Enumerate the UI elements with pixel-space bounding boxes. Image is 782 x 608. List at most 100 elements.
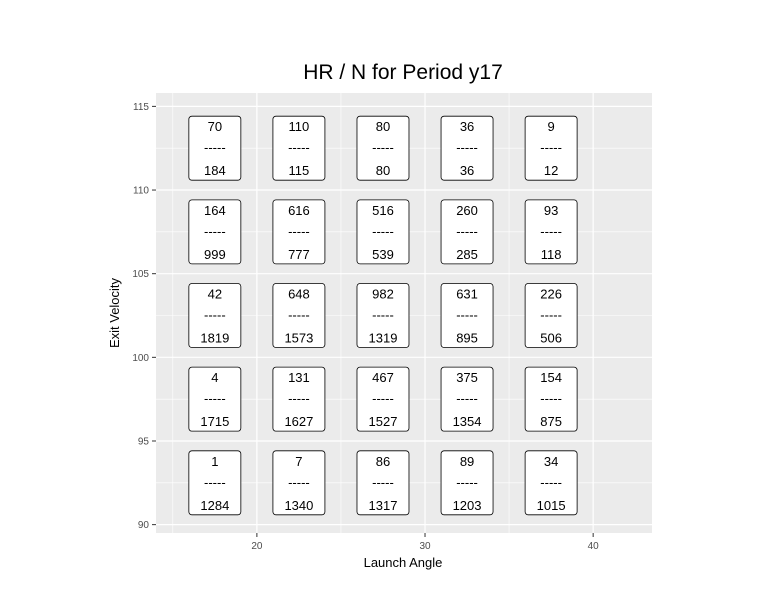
cell-separator: ----- xyxy=(456,224,478,239)
cell-separator: ----- xyxy=(288,475,310,490)
cell-box xyxy=(272,199,326,265)
cell-separator: ----- xyxy=(372,308,394,323)
cell-hr-value: 4 xyxy=(211,370,218,385)
cell-label: 516 ----- 539 xyxy=(356,199,410,265)
cell-n-value: 1573 xyxy=(284,331,313,346)
cell-separator: ----- xyxy=(288,391,310,406)
cell-hr-value: 42 xyxy=(208,287,222,302)
cell-box xyxy=(272,115,326,181)
cell-n-value: 539 xyxy=(372,247,394,262)
cell-hr-value: 9 xyxy=(548,119,555,134)
cell-separator: ----- xyxy=(456,308,478,323)
y-tick-label: 95 xyxy=(138,436,150,447)
cell-box xyxy=(356,115,410,181)
cell-label: 70 ----- 184 xyxy=(188,115,242,181)
cell-label: 154 ----- 875 xyxy=(524,366,578,432)
cell-n-value: 1015 xyxy=(537,498,566,513)
cell-n-value: 999 xyxy=(204,247,226,262)
cell-n-value: 1203 xyxy=(453,498,482,513)
cell-label: 982 ----- 1319 xyxy=(356,283,410,348)
cell-hr-value: 260 xyxy=(456,203,478,218)
cell-n-value: 1715 xyxy=(200,414,229,429)
cell-box xyxy=(440,283,494,348)
cell-box xyxy=(188,199,242,265)
cell-label: 42 ----- 1819 xyxy=(188,283,242,348)
cell-n-value: 1284 xyxy=(200,498,229,513)
cell-label: 36 ----- 36 xyxy=(440,115,494,181)
cell-separator: ----- xyxy=(540,391,562,406)
cell-box xyxy=(524,366,578,432)
cell-hr-value: 516 xyxy=(372,203,394,218)
y-axis-title: Exit Velocity xyxy=(107,277,122,348)
cell-hr-value: 131 xyxy=(288,370,310,385)
cell-hr-value: 982 xyxy=(372,287,394,302)
cell-box xyxy=(440,450,494,516)
cell-box xyxy=(356,283,410,348)
cell-hr-value: 70 xyxy=(208,119,222,134)
cell-n-value: 777 xyxy=(288,247,310,262)
axis-ticks: 20 30 40 90 95 100 105 110 115 xyxy=(132,102,599,552)
cell-n-value: 1340 xyxy=(284,498,313,513)
cell-separator: ----- xyxy=(372,391,394,406)
cell-separator: ----- xyxy=(540,308,562,323)
cell-separator: ----- xyxy=(372,140,394,155)
y-tick-label: 110 xyxy=(133,186,149,197)
cell-hr-value: 80 xyxy=(376,119,390,134)
cell-label: 89 ----- 1203 xyxy=(440,450,494,516)
cell-box xyxy=(188,450,242,516)
x-tick-label: 20 xyxy=(251,541,263,552)
cell-separator: ----- xyxy=(456,140,478,155)
cell-label: 93 ----- 118 xyxy=(524,199,578,265)
cell-hr-value: 631 xyxy=(456,287,478,302)
cell-separator: ----- xyxy=(456,475,478,490)
cell-label: 1 ----- 1284 xyxy=(188,450,242,516)
cell-label: 86 ----- 1317 xyxy=(356,450,410,516)
cell-box xyxy=(188,283,242,348)
y-tick-label: 100 xyxy=(132,353,149,364)
cell-separator: ----- xyxy=(204,308,226,323)
cell-box xyxy=(356,366,410,432)
cell-separator: ----- xyxy=(372,224,394,239)
cell-n-value: 80 xyxy=(376,163,390,178)
cell-separator: ----- xyxy=(456,391,478,406)
cell-separator: ----- xyxy=(540,475,562,490)
cell-n-value: 1627 xyxy=(284,414,313,429)
cell-label: 34 ----- 1015 xyxy=(524,450,578,516)
cell-box xyxy=(272,450,326,516)
cell-box xyxy=(188,115,242,181)
cell-separator: ----- xyxy=(540,140,562,155)
cell-label: 616 ----- 777 xyxy=(272,199,326,265)
cell-label: 9 ----- 12 xyxy=(524,115,578,181)
y-tick-label: 90 xyxy=(138,520,150,531)
cell-hr-value: 93 xyxy=(544,203,558,218)
x-axis-title: Launch Angle xyxy=(364,555,443,570)
cell-n-value: 36 xyxy=(460,163,474,178)
cell-separator: ----- xyxy=(540,224,562,239)
cell-label: 131 ----- 1627 xyxy=(272,366,326,432)
cell-label: 80 ----- 80 xyxy=(356,115,410,181)
cell-box xyxy=(356,450,410,516)
cell-separator: ----- xyxy=(204,224,226,239)
cell-label: 467 ----- 1527 xyxy=(356,366,410,432)
cell-hr-value: 110 xyxy=(289,119,310,134)
cell-label: 648 ----- 1573 xyxy=(272,283,326,348)
y-tick-label: 105 xyxy=(132,269,149,280)
x-tick-label: 30 xyxy=(419,541,431,552)
cell-n-value: 875 xyxy=(540,414,562,429)
cell-box xyxy=(524,199,578,265)
cell-n-value: 1527 xyxy=(369,414,398,429)
cell-hr-value: 34 xyxy=(544,454,558,469)
cell-label: 631 ----- 895 xyxy=(440,283,494,348)
cell-label: 260 ----- 285 xyxy=(440,199,494,265)
cell-n-value: 1354 xyxy=(453,414,482,429)
cell-n-value: 1317 xyxy=(369,498,398,513)
cell-box xyxy=(440,115,494,181)
cell-label: 226 ----- 506 xyxy=(524,283,578,348)
cell-label: 4 ----- 1715 xyxy=(188,366,242,432)
cell-separator: ----- xyxy=(204,475,226,490)
cell-separator: ----- xyxy=(288,224,310,239)
cell-label: 375 ----- 1354 xyxy=(440,366,494,432)
cell-separator: ----- xyxy=(288,308,310,323)
cell-hr-value: 164 xyxy=(204,203,226,218)
